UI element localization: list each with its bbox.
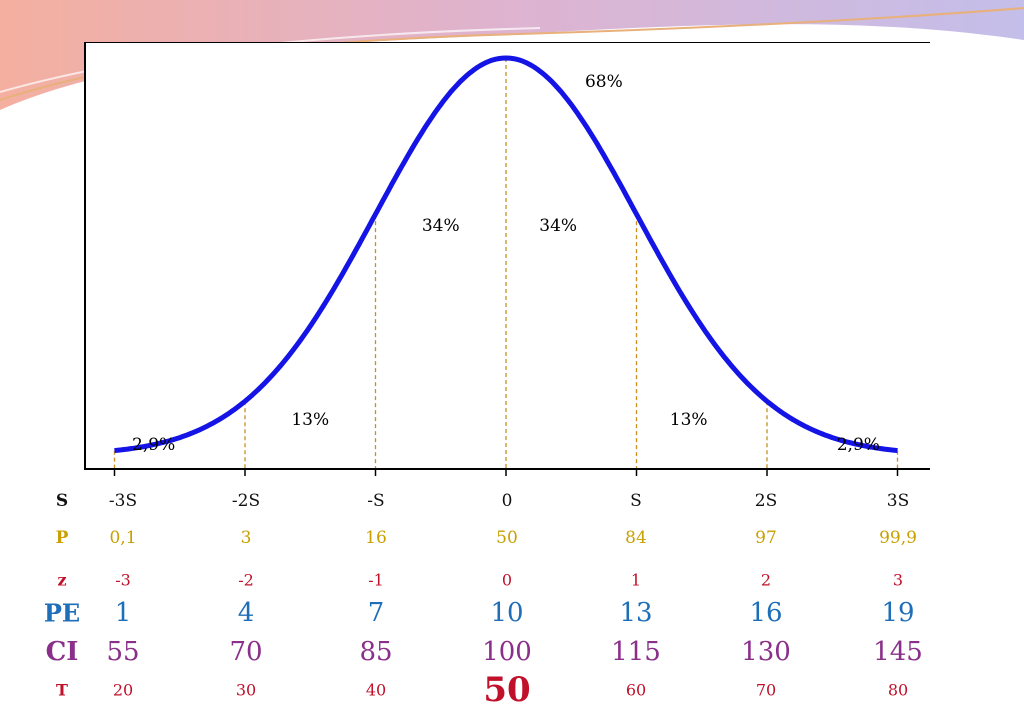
table-cell-p: 0,1: [109, 528, 137, 548]
table-cell-z: 3: [892, 570, 904, 590]
table-cell-t: 80: [887, 680, 909, 700]
table-cell-p: 16: [365, 528, 387, 548]
area-percent-label: 13%: [669, 410, 708, 431]
area-percent-label: 2,9%: [132, 435, 176, 455]
normal-curve-line: [114, 55, 898, 454]
table-cell-pe: 4: [237, 598, 255, 628]
table-cell-z: -1: [368, 570, 384, 590]
table-cell-s: S: [630, 491, 642, 511]
plot-area: [84, 42, 930, 470]
table-cell-p: 97: [755, 528, 777, 548]
area-percent-label: 2,9%: [836, 435, 880, 455]
table-cell-s: -2S: [231, 491, 261, 511]
table-cell-pe: 16: [749, 598, 783, 628]
table-cell-s: -S: [367, 491, 385, 511]
row-label-t: T: [56, 680, 68, 700]
table-cell-z: -3: [115, 570, 131, 590]
area-percent-label: 34%: [421, 216, 460, 237]
table-cell-ci: 100: [482, 637, 532, 667]
table-cell-ci: 85: [359, 637, 393, 667]
table-cell-p: 84: [625, 528, 647, 548]
row-label-z: z: [57, 570, 67, 590]
table-cell-s: 3S: [886, 491, 910, 511]
table-cell-pe: 19: [881, 598, 915, 628]
table-cell-t: 50: [483, 670, 531, 710]
table-cell-pe: 1: [114, 598, 132, 628]
table-cell-s: -3S: [108, 491, 138, 511]
area-percent-label: 68%: [584, 71, 623, 92]
table-cell-ci: 115: [611, 637, 661, 667]
row-label-pe: PE: [43, 598, 81, 628]
table-cell-pe: 13: [619, 598, 653, 628]
table-cell-s: 0: [501, 491, 513, 511]
table-cell-t: 40: [365, 680, 387, 700]
table-cell-ci: 55: [106, 637, 140, 667]
row-label-p: P: [55, 528, 69, 548]
row-label-ci: CI: [45, 637, 79, 667]
table-cell-z: 1: [630, 570, 642, 590]
table-cell-t: 60: [625, 680, 647, 700]
area-percent-label: 34%: [539, 216, 578, 237]
table-cell-ci: 130: [741, 637, 791, 667]
table-cell-pe: 10: [490, 598, 524, 628]
table-cell-t: 20: [112, 680, 134, 700]
row-label-s: S: [55, 491, 69, 511]
table-cell-s: 2S: [754, 491, 778, 511]
table-cell-p: 3: [240, 528, 252, 548]
table-cell-t: 30: [235, 680, 257, 700]
table-cell-z: 0: [501, 570, 513, 590]
table-cell-p: 99,9: [879, 528, 917, 548]
table-cell-ci: 70: [229, 637, 263, 667]
table-cell-z: 2: [760, 570, 772, 590]
table-cell-t: 70: [755, 680, 777, 700]
area-percent-label: 13%: [291, 410, 330, 431]
table-cell-ci: 145: [873, 637, 923, 667]
table-cell-pe: 7: [367, 598, 385, 628]
table-cell-p: 50: [496, 528, 518, 548]
table-cell-z: -2: [238, 570, 254, 590]
